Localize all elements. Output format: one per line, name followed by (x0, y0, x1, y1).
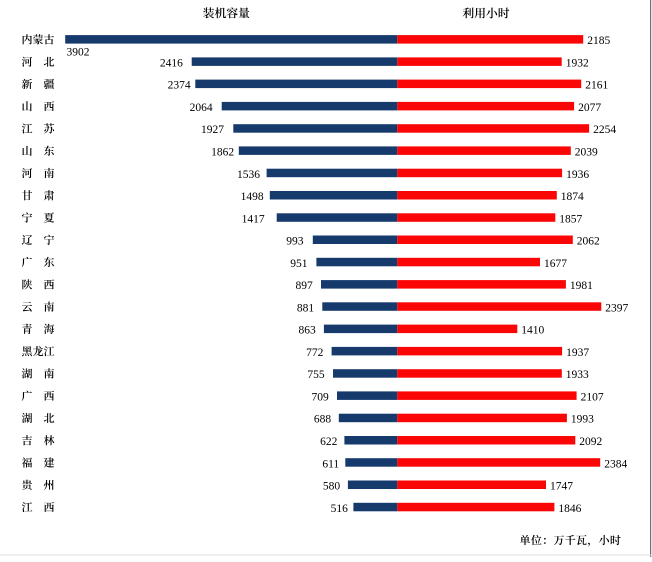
svg-text:2416: 2416 (160, 57, 183, 69)
svg-text:1874: 1874 (561, 191, 584, 203)
svg-text:2397: 2397 (605, 302, 628, 314)
svg-text:1862: 1862 (211, 147, 234, 159)
svg-text:2254: 2254 (593, 124, 616, 136)
svg-text:755: 755 (307, 369, 325, 381)
svg-text:580: 580 (323, 481, 341, 493)
svg-text:1981: 1981 (570, 280, 593, 292)
svg-text:611: 611 (322, 458, 339, 470)
svg-text:622: 622 (320, 436, 338, 448)
svg-text:951: 951 (290, 258, 308, 270)
svg-text:897: 897 (296, 280, 314, 292)
svg-text:1993: 1993 (571, 414, 594, 426)
svg-text:1846: 1846 (558, 503, 581, 515)
svg-text:1747: 1747 (550, 481, 573, 493)
svg-text:881: 881 (297, 302, 315, 314)
svg-text:772: 772 (306, 347, 324, 359)
svg-text:516: 516 (331, 503, 349, 515)
svg-text:2064: 2064 (190, 102, 213, 114)
svg-text:1677: 1677 (544, 258, 567, 270)
svg-text:1417: 1417 (242, 213, 265, 225)
svg-text:1933: 1933 (566, 369, 589, 381)
svg-text:2039: 2039 (575, 147, 598, 159)
svg-text:993: 993 (286, 236, 304, 248)
svg-text:688: 688 (314, 414, 332, 426)
svg-text:2374: 2374 (168, 80, 191, 92)
svg-text:2092: 2092 (579, 436, 602, 448)
svg-text:1498: 1498 (241, 191, 264, 203)
svg-text:2185: 2185 (587, 35, 610, 47)
svg-text:1410: 1410 (521, 325, 544, 337)
svg-text:863: 863 (299, 325, 317, 337)
svg-text:1936: 1936 (566, 169, 589, 181)
svg-text:2107: 2107 (581, 392, 604, 404)
svg-text:2384: 2384 (604, 458, 627, 470)
svg-text:1932: 1932 (566, 57, 589, 69)
svg-text:709: 709 (312, 392, 330, 404)
svg-text:2062: 2062 (577, 236, 600, 248)
svg-text:1536: 1536 (237, 169, 260, 181)
svg-text:2077: 2077 (578, 102, 601, 114)
svg-text:1937: 1937 (566, 347, 589, 359)
svg-text:1857: 1857 (559, 213, 582, 225)
svg-text:3902: 3902 (67, 47, 90, 59)
svg-text:2161: 2161 (585, 80, 608, 92)
svg-text:1927: 1927 (201, 124, 224, 136)
